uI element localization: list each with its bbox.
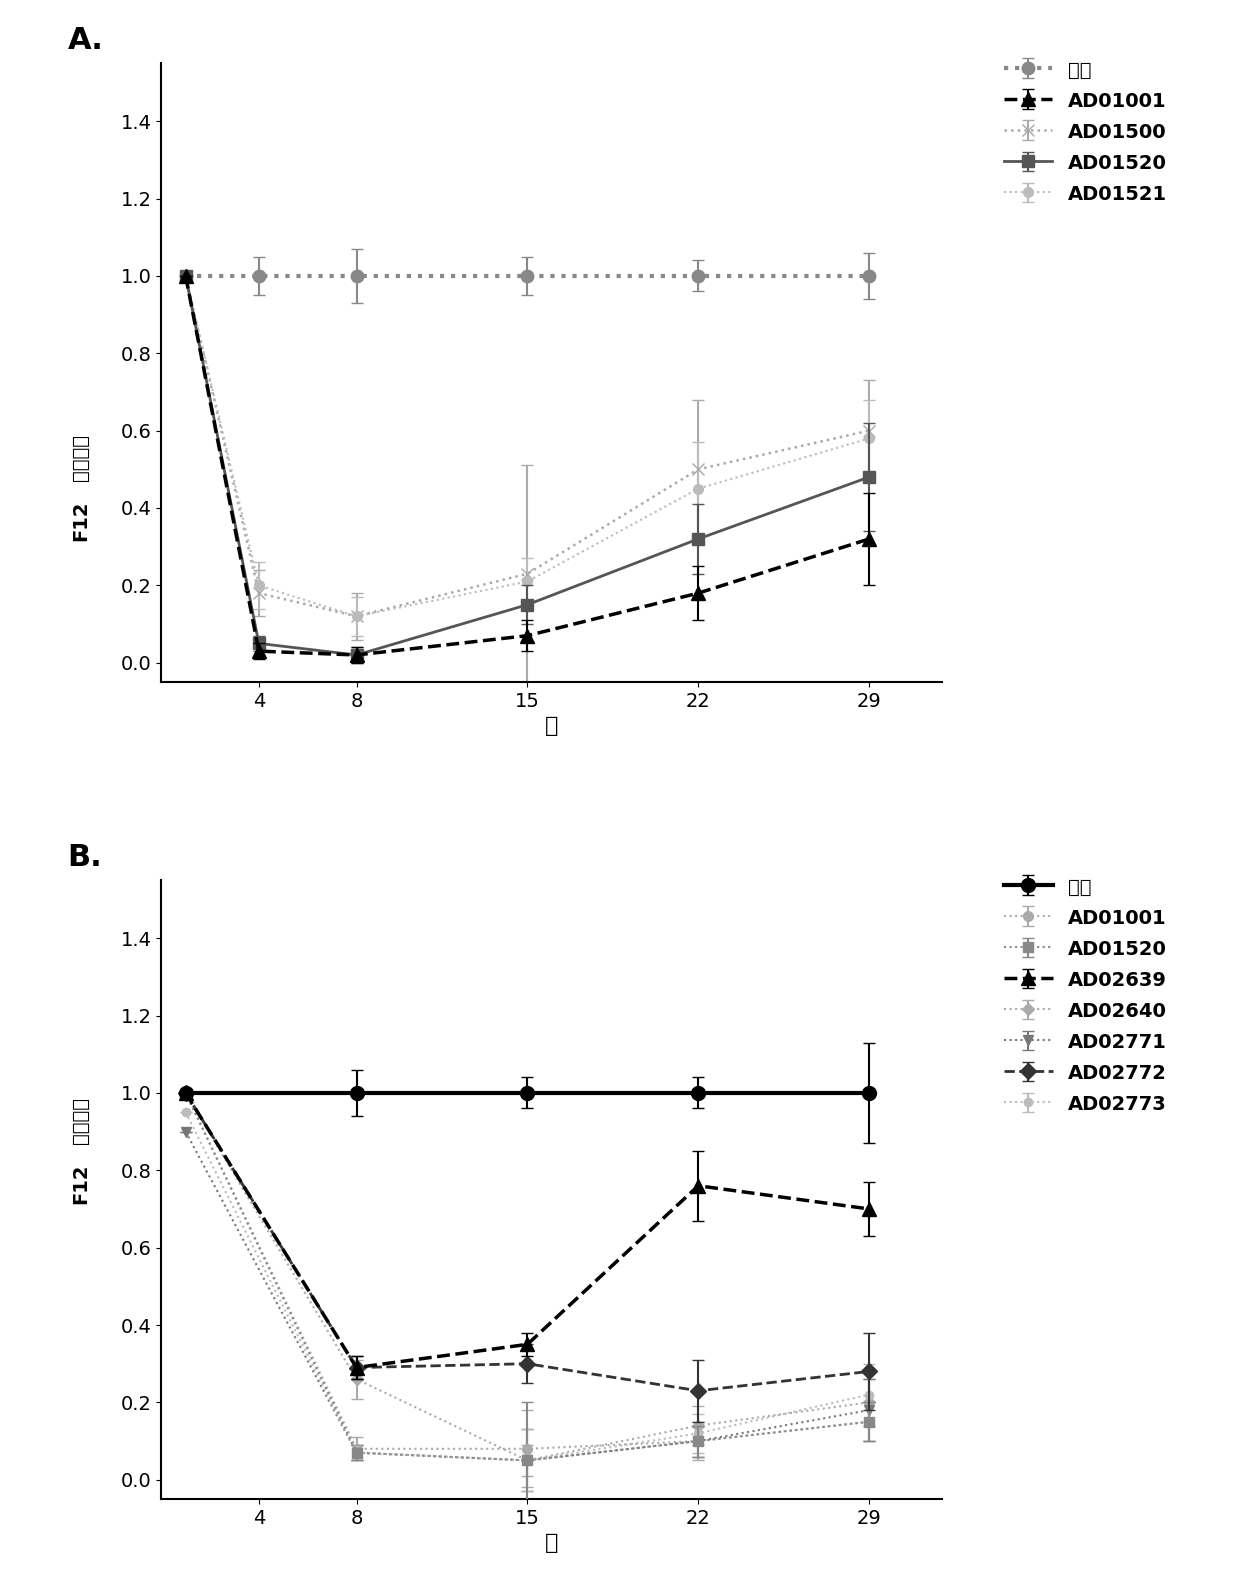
Legend: 盐水, AD01001, AD01500, AD01520, AD01521: 盐水, AD01001, AD01500, AD01520, AD01521 [1003,60,1167,204]
Text: F12: F12 [71,1163,91,1204]
Text: 标准化的: 标准化的 [71,434,91,481]
Text: B.: B. [67,843,102,873]
Text: A.: A. [67,25,103,55]
X-axis label: 天: 天 [546,716,558,737]
X-axis label: 天: 天 [546,1534,558,1553]
Legend: 盐水, AD01001, AD01520, AD02639, AD02640, AD02771, AD02772, AD02773: 盐水, AD01001, AD01520, AD02639, AD02640, … [1004,877,1167,1114]
Text: F12: F12 [71,500,91,541]
Text: 标准化的: 标准化的 [71,1097,91,1144]
